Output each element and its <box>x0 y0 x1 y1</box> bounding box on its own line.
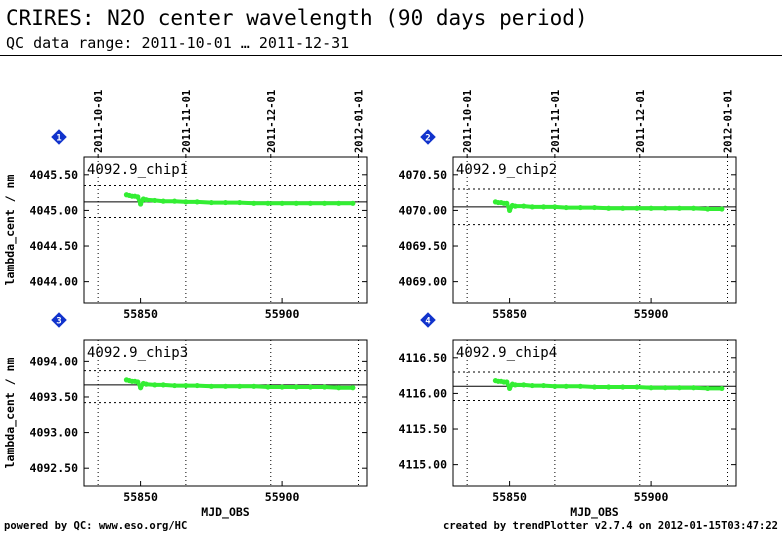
date-tick-label: 2012-01-01 <box>723 90 735 153</box>
plot-frame-1 <box>83 156 368 304</box>
x-tick-label: 55850 <box>123 307 158 321</box>
page-title: CRIRES: N2O center wavelength (90 days p… <box>6 6 588 30</box>
y-tick-label: 4094.00 <box>30 354 79 368</box>
date-tick-label: 2011-12-01 <box>635 90 647 153</box>
y-tick-label: 4093.50 <box>30 390 79 404</box>
page-subtitle: QC data range: 2011-10-01 … 2011-12-31 <box>6 34 350 52</box>
x-tick-label: 55900 <box>265 307 300 321</box>
panel-label: 4092.9_chip3 <box>87 345 188 361</box>
y-tick-label: 4116.50 <box>399 351 448 365</box>
y-tick-label: 4069.00 <box>399 275 448 289</box>
y-tick-label: 4115.50 <box>399 422 448 436</box>
y-tick-label: 4116.00 <box>399 386 448 400</box>
y-tick-label: 4044.00 <box>30 275 79 289</box>
data-series-line <box>494 378 722 391</box>
panel-index-badge-icon <box>420 129 436 145</box>
plot-frame-4 <box>452 339 737 487</box>
date-tick-label: 2011-10-01 <box>462 90 474 153</box>
data-series-line <box>494 199 722 213</box>
date-tick-label: 2011-11-01 <box>181 90 193 153</box>
x-tick-label: 55900 <box>634 490 669 504</box>
date-tick-label: 2012-01-01 <box>354 90 366 153</box>
y-tick-label: 4045.00 <box>30 203 79 217</box>
panel-index-number: 1 <box>56 134 61 144</box>
panel-label: 4092.9_chip4 <box>456 345 557 361</box>
panel-index-number: 2 <box>425 134 430 144</box>
panel-index-badge-icon <box>51 129 67 145</box>
panel-label: 4092.9_chip1 <box>87 162 188 178</box>
footer-powered-by: powered by QC: www.eso.org/HC <box>4 520 188 532</box>
y-axis-label: lambda_cent / nm <box>3 358 18 469</box>
x-axis-label: MJD_OBS <box>570 505 619 520</box>
x-tick-label: 55850 <box>492 307 527 321</box>
panel-index-number: 3 <box>56 317 61 327</box>
y-tick-label: 4045.50 <box>30 168 79 182</box>
panel-label: 4092.9_chip2 <box>456 162 557 178</box>
x-tick-label: 55900 <box>634 307 669 321</box>
data-series-line <box>125 377 353 390</box>
y-tick-label: 4069.50 <box>399 239 448 253</box>
plot-frame-2 <box>452 156 737 304</box>
plot-frame-3 <box>83 339 368 487</box>
header-divider <box>0 55 782 56</box>
date-tick-label: 2011-12-01 <box>266 90 278 153</box>
x-tick-label: 55850 <box>492 490 527 504</box>
y-tick-label: 4044.50 <box>30 239 79 253</box>
y-tick-label: 4070.00 <box>399 203 448 217</box>
x-tick-label: 55850 <box>123 490 158 504</box>
y-tick-label: 4092.50 <box>30 461 79 475</box>
y-tick-label: 4070.50 <box>399 168 448 182</box>
data-series-line <box>125 192 353 206</box>
x-tick-label: 55900 <box>265 490 300 504</box>
y-tick-label: 4093.00 <box>30 426 79 440</box>
date-tick-label: 2011-10-01 <box>93 90 105 153</box>
y-tick-label: 4115.00 <box>399 458 448 472</box>
footer-created-by: created by trendPlotter v2.7.4 on 2012-0… <box>442 520 778 532</box>
date-tick-label: 2011-11-01 <box>550 90 562 153</box>
y-axis-label: lambda_cent / nm <box>3 175 18 286</box>
panel-index-number: 4 <box>425 317 431 327</box>
x-axis-label: MJD_OBS <box>201 505 250 520</box>
